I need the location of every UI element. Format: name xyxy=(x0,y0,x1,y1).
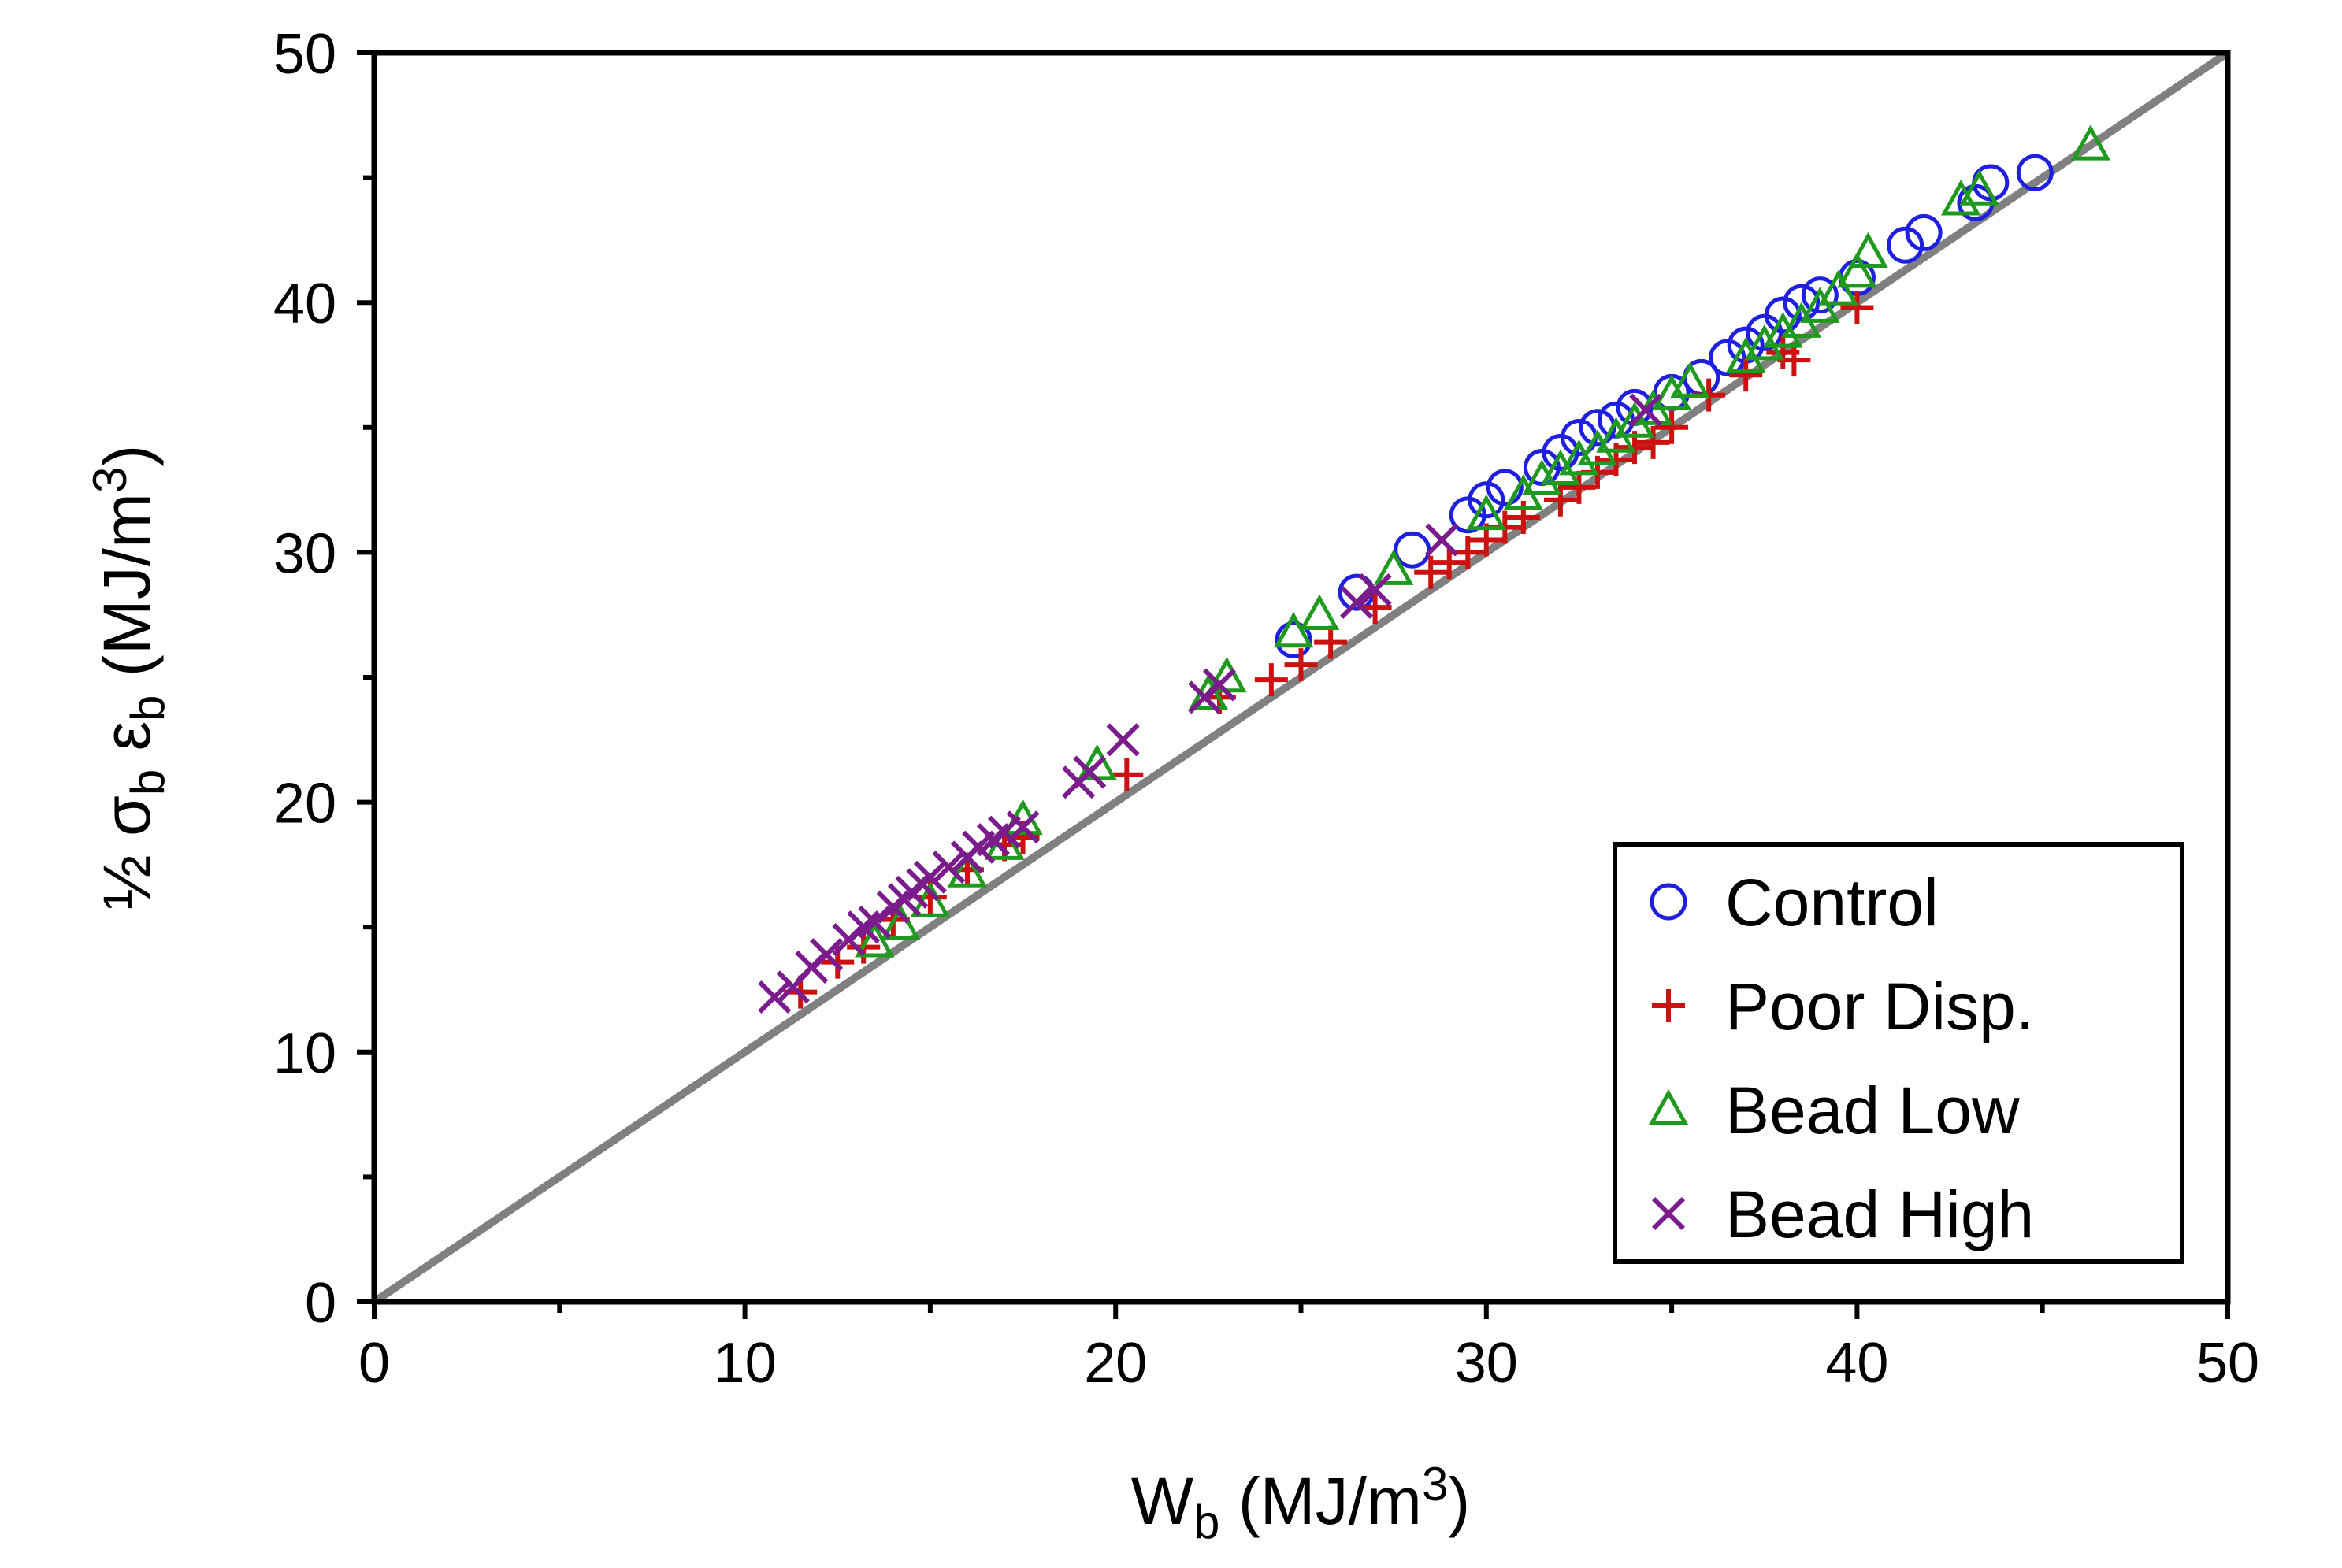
point-control xyxy=(1764,296,1802,334)
point-bead-low xyxy=(1763,312,1803,348)
point-bead-high xyxy=(932,851,966,884)
point-control xyxy=(1783,284,1821,321)
point-poor-disp xyxy=(1729,358,1763,392)
x-tick-label: 40 xyxy=(1825,1332,1888,1395)
point-bead-low xyxy=(2070,124,2111,161)
point-control xyxy=(1579,409,1616,447)
y-tick-label: 0 xyxy=(305,1272,336,1335)
axis-ticks: 0 10 20 30 40 50 0 10 20 30 40 50 xyxy=(273,23,2259,1395)
point-bead-low xyxy=(1670,361,1710,398)
point-bead-low xyxy=(1273,611,1314,648)
point-control xyxy=(1709,339,1746,376)
data-points xyxy=(758,124,2111,1014)
point-bead-high xyxy=(1358,573,1392,607)
point-poor-disp xyxy=(1254,663,1288,697)
point-control xyxy=(1887,226,1924,264)
point-poor-disp xyxy=(1314,625,1348,659)
point-poor-disp xyxy=(1432,546,1466,580)
x-tick-label: 0 xyxy=(358,1332,390,1395)
point-poor-disp xyxy=(1110,758,1144,791)
point-bead-high xyxy=(758,980,792,1014)
legend-marker-poor-disp xyxy=(1652,989,1685,1022)
plot-area-frame xyxy=(371,50,2231,1305)
point-control xyxy=(1468,481,1505,519)
x-tick-label: 50 xyxy=(2196,1332,2259,1395)
legend-marker-bead-low xyxy=(1648,1088,1689,1125)
legend: Control Poor Disp. Bead Low Bead High xyxy=(1613,842,2184,1264)
y-tick-label: 30 xyxy=(273,522,336,585)
point-poor-disp xyxy=(1414,555,1448,589)
point-bead-low xyxy=(1577,429,1618,465)
legend-label-bead-high: Bead High xyxy=(1725,1177,2034,1251)
point-bead-high xyxy=(858,905,892,939)
point-bead-low xyxy=(1818,269,1859,306)
point-poor-disp xyxy=(1562,470,1596,504)
point-bead-low xyxy=(1837,251,1877,288)
y-tick-label: 40 xyxy=(273,272,336,335)
point-control xyxy=(1905,213,1943,251)
point-bead-high xyxy=(913,860,947,894)
point-bead-low xyxy=(1522,459,1562,495)
point-bead-low xyxy=(881,903,921,940)
point-bead-low xyxy=(1848,232,1888,269)
legend-label-bead-low: Bead Low xyxy=(1725,1073,2020,1147)
point-poor-disp xyxy=(1543,483,1577,517)
legend-label-control: Control xyxy=(1725,866,1939,940)
point-control xyxy=(1486,469,1524,506)
point-bead-low xyxy=(1373,549,1414,585)
legend-marker-control xyxy=(1650,883,1687,921)
legend-box xyxy=(1613,842,2184,1264)
point-bead-low xyxy=(1744,324,1784,361)
point-bead-high xyxy=(1106,723,1140,757)
x-tick-label: 10 xyxy=(714,1332,777,1395)
point-bead-low xyxy=(1540,449,1581,486)
point-bead-low xyxy=(1959,169,1999,206)
point-control xyxy=(1801,276,1839,314)
point-poor-disp xyxy=(1284,648,1318,682)
point-bead-low xyxy=(1651,374,1692,410)
point-bead-high xyxy=(1340,585,1374,619)
point-bead-high xyxy=(987,815,1022,849)
point-bead-low xyxy=(1940,180,1981,216)
x-tick-label: 20 xyxy=(1084,1332,1147,1395)
point-control xyxy=(1275,621,1312,658)
point-bead-low xyxy=(1466,494,1507,531)
point-bead-high xyxy=(1202,668,1236,702)
point-bead-high xyxy=(1073,755,1107,789)
point-control xyxy=(1394,531,1431,569)
x-axis-title: Wb (MJ/m3) xyxy=(1131,1458,1471,1548)
point-poor-disp xyxy=(1636,425,1670,459)
point-bead-high xyxy=(847,910,881,944)
point-bead-low xyxy=(855,921,895,958)
point-bead-low xyxy=(947,851,988,888)
point-bead-low xyxy=(1559,439,1599,476)
legend-marker-bead-high xyxy=(1651,1196,1686,1231)
point-bead-low xyxy=(1299,594,1340,630)
point-bead-high xyxy=(1629,393,1663,427)
point-bead-low xyxy=(1725,336,1766,373)
point-bead-high xyxy=(810,938,844,972)
point-bead-high xyxy=(1425,523,1459,557)
legend-label-poor-disp: Poor Disp. xyxy=(1725,969,2034,1043)
point-poor-disp xyxy=(1840,291,1874,324)
y-axis-title: ½ σb εb (MJ/m3) xyxy=(84,445,174,910)
point-poor-disp xyxy=(1655,410,1689,444)
y-tick-label: 50 xyxy=(273,23,336,86)
point-control xyxy=(2016,154,2054,191)
point-bead-low xyxy=(1614,402,1655,438)
y-tick-label: 20 xyxy=(273,773,336,836)
point-bead-low xyxy=(1800,287,1840,323)
x-tick-label: 30 xyxy=(1455,1332,1518,1395)
point-bead-high xyxy=(1006,810,1040,844)
y-tick-label: 10 xyxy=(273,1022,336,1085)
